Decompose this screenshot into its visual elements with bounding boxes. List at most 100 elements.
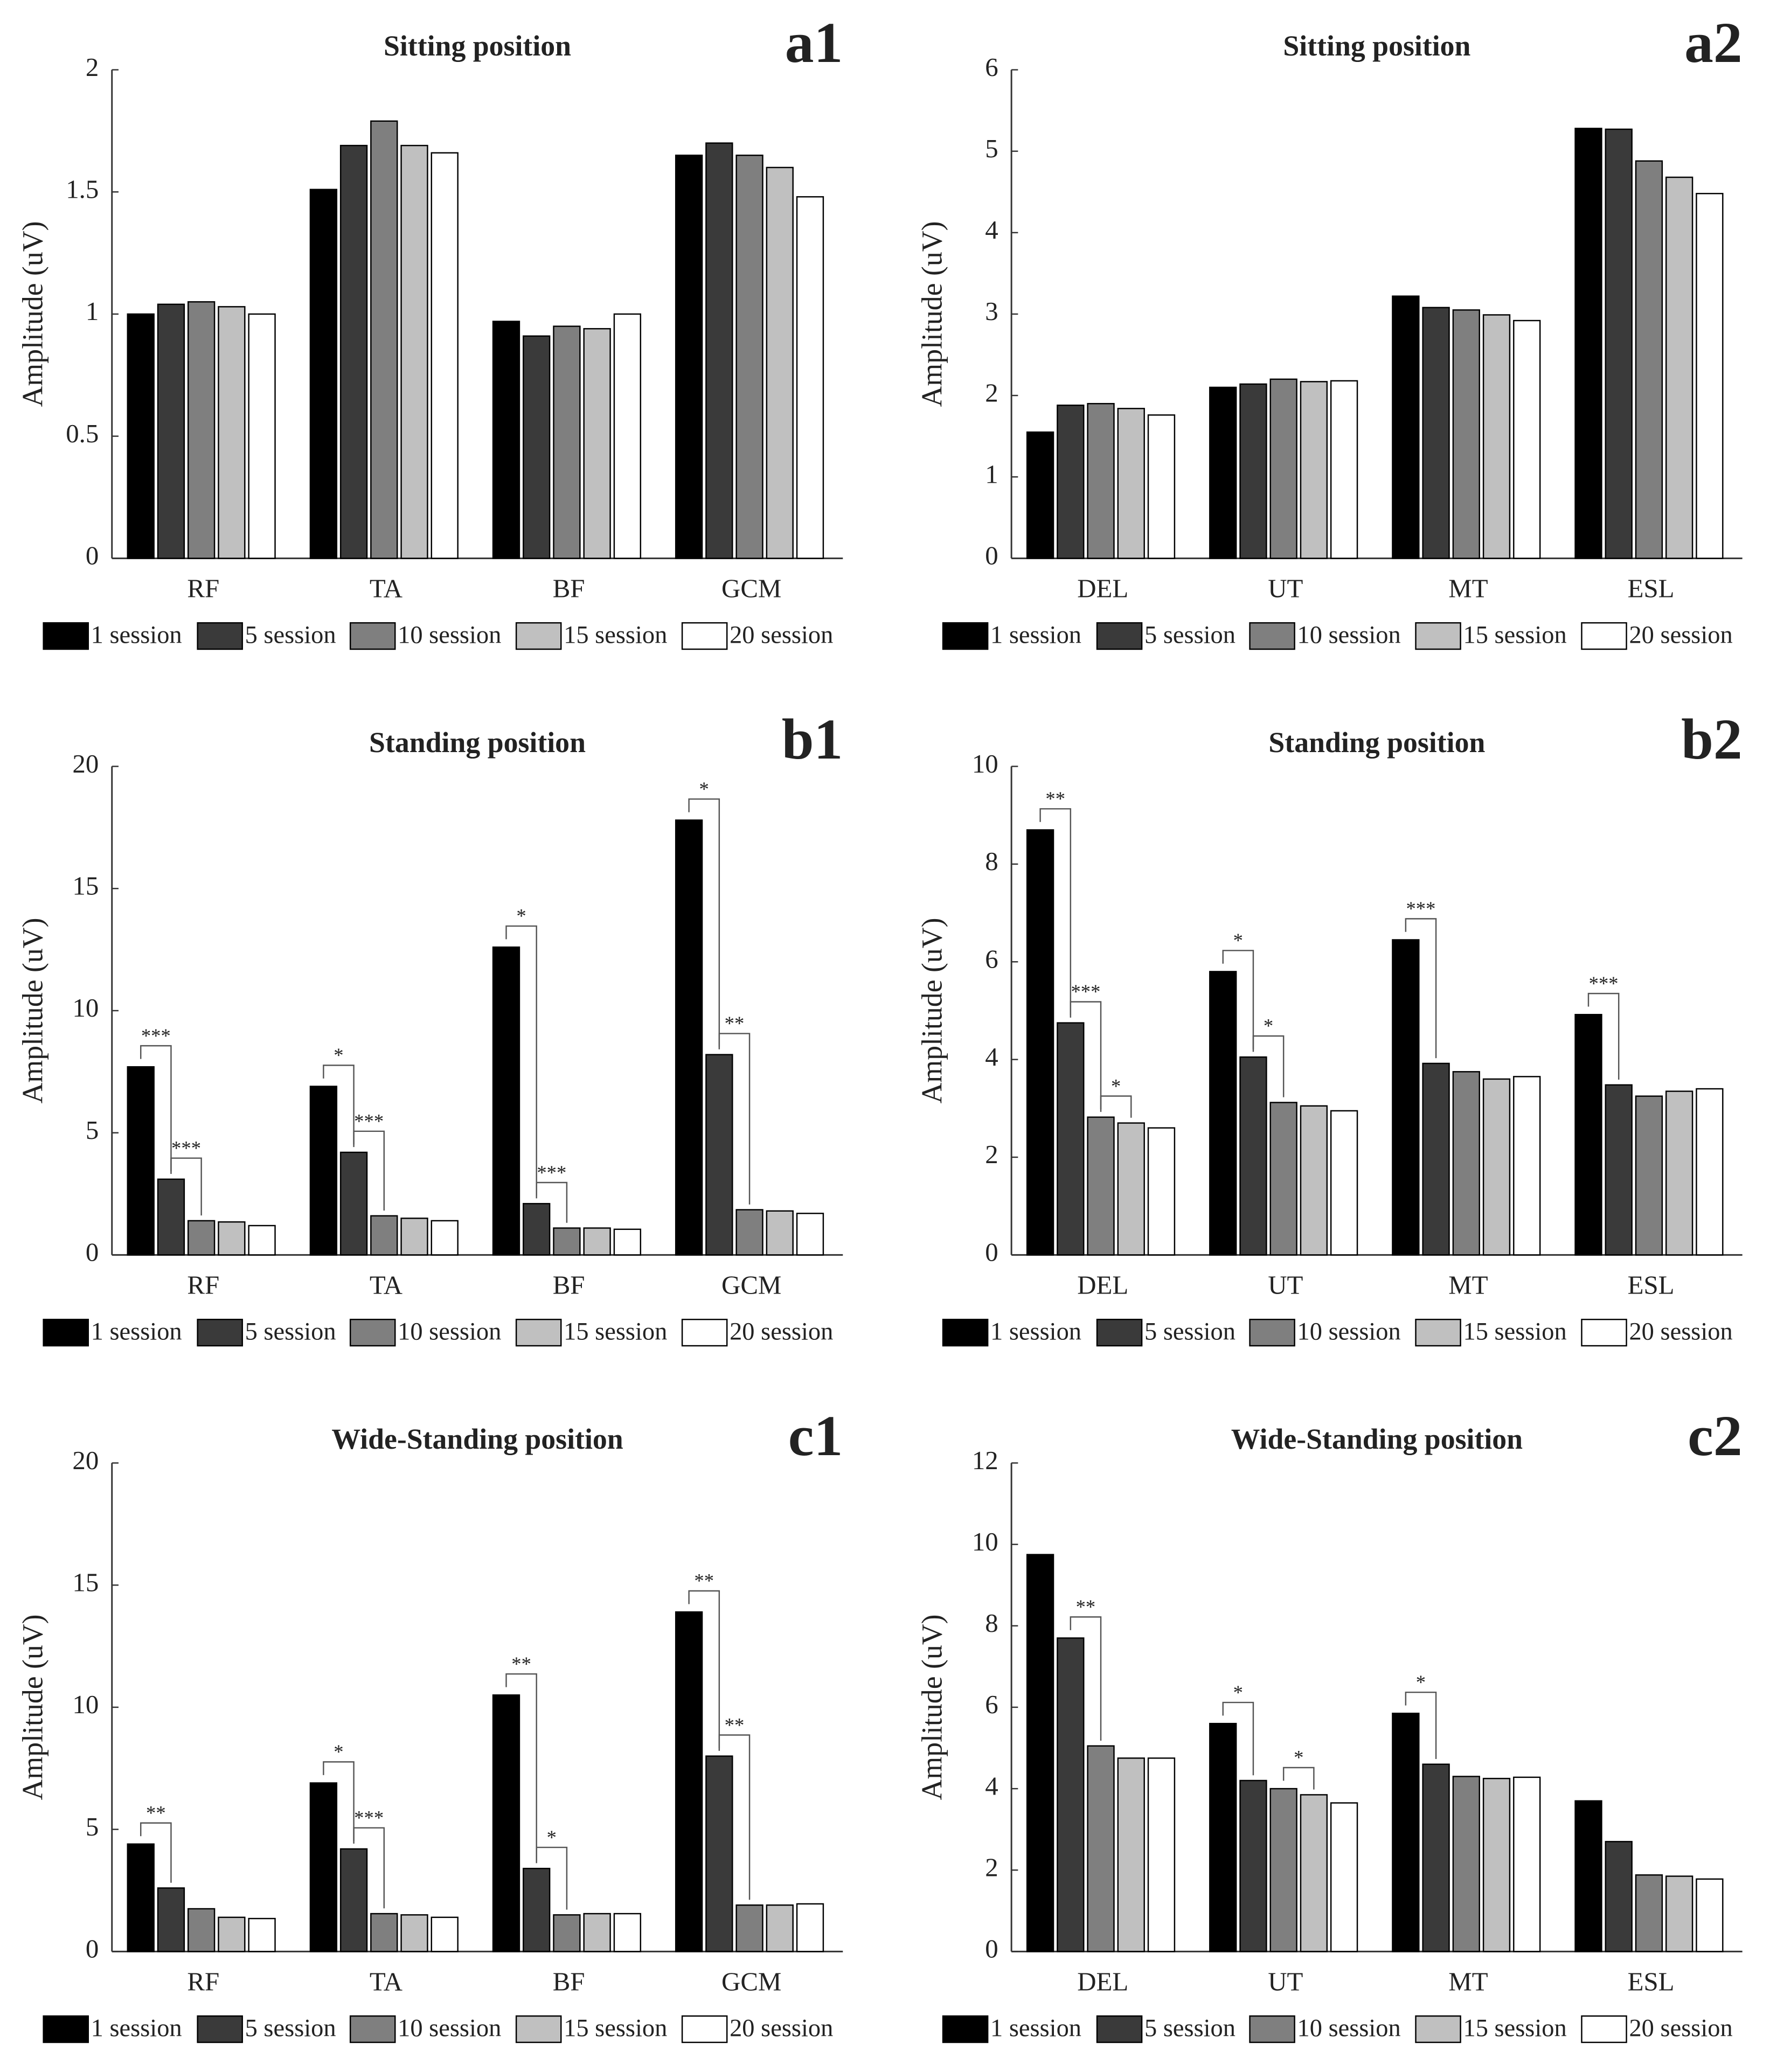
y-tick-label: 4 (985, 1042, 998, 1072)
bar (248, 1225, 276, 1256)
bar (705, 142, 733, 559)
bar (1330, 1802, 1358, 1952)
y-axis-label: Amplitude (uV) (916, 221, 948, 407)
bar (1026, 1554, 1054, 1952)
legend-swatch (515, 1318, 562, 1347)
bar (705, 1054, 733, 1256)
bar (1605, 1841, 1633, 1952)
legend-swatch (1581, 622, 1627, 650)
panel-label: b2 (1681, 707, 1743, 771)
significance-label: ** (511, 1653, 531, 1675)
bar (523, 1867, 551, 1952)
x-tick-label: RF (187, 1967, 219, 1997)
x-tick-label: TA (370, 574, 402, 603)
bar (309, 1086, 338, 1256)
significance-bracket (353, 1130, 385, 1211)
bar (1147, 414, 1176, 559)
legend-label: 10 session (1297, 2015, 1401, 2042)
bar (339, 1151, 368, 1256)
legend-label: 5 session (1144, 622, 1235, 649)
y-tick-label: 8 (985, 1608, 998, 1638)
y-tick-label: 10 (72, 993, 99, 1023)
y-tick-label: 0 (985, 1237, 998, 1267)
significance-label: * (1233, 1681, 1243, 1704)
y-tick-label: 1 (86, 296, 99, 326)
y-tick-label: 20 (72, 1445, 99, 1475)
legend-swatch (942, 2015, 989, 2043)
bar (1300, 1794, 1328, 1952)
bar (766, 1904, 794, 1952)
x-tick-label: ESL (1628, 1967, 1675, 1997)
bar (218, 1221, 246, 1256)
bar (613, 1913, 642, 1952)
bar (1117, 1757, 1145, 1952)
significance-label: *** (1071, 981, 1100, 1003)
x-tick-label: UT (1268, 574, 1303, 603)
legend-swatch (515, 622, 562, 650)
bar (1117, 1122, 1145, 1256)
significance-label: * (1416, 1671, 1426, 1693)
significance-bracket (1405, 918, 1437, 1059)
bar (553, 1227, 581, 1256)
bar (1513, 1076, 1541, 1256)
bar (1239, 1056, 1267, 1256)
legend-label: 1 session (91, 2015, 182, 2042)
x-tick-label: UT (1268, 1967, 1303, 1997)
significance-bracket (688, 1590, 720, 1751)
y-tick-label: 15 (72, 871, 99, 900)
chart-title: Wide-Standing position (331, 1423, 623, 1455)
bar (339, 1848, 368, 1952)
bar (1574, 1800, 1602, 1952)
y-tick-label: 0.5 (66, 419, 99, 448)
bar (157, 303, 185, 559)
bar (523, 335, 551, 559)
y-tick-label: 0 (86, 1934, 99, 1964)
bar (1635, 160, 1663, 559)
significance-bracket (718, 1033, 751, 1205)
bar (1117, 408, 1145, 559)
bar (675, 1611, 703, 1952)
significance-bracket (536, 1846, 568, 1910)
significance-label: * (334, 1741, 343, 1763)
bar (735, 1904, 763, 1952)
legend-label: 10 session (398, 1318, 501, 1346)
significance-bracket (1405, 1691, 1437, 1759)
x-tick-label: DEL (1077, 1967, 1128, 1997)
y-tick-label: 5 (86, 1812, 99, 1841)
bar (370, 120, 398, 559)
bar (1209, 971, 1237, 1256)
legend-swatch (43, 2015, 89, 2043)
legend-swatch (1415, 2015, 1461, 2043)
bar (523, 1202, 551, 1256)
x-tick-label: DEL (1077, 574, 1128, 603)
y-tick-label: 1 (985, 459, 998, 489)
significance-bracket (505, 1673, 537, 1864)
y-tick-label: 15 (72, 1567, 99, 1597)
y-axis-label: Amplitude (uV) (916, 917, 948, 1103)
legend-swatch (197, 1318, 243, 1347)
y-tick-label: 0 (985, 541, 998, 571)
panel-label: a2 (1684, 11, 1743, 75)
x-tick-label: RF (187, 1270, 219, 1300)
significance-label: * (1294, 1747, 1303, 1769)
legend-label: 15 session (1463, 622, 1567, 649)
bar (1330, 380, 1358, 559)
bar (248, 1917, 276, 1952)
significance-label: * (334, 1044, 343, 1066)
legend-swatch (349, 2015, 396, 2043)
x-tick-label: BF (553, 1967, 585, 1997)
bar (309, 189, 338, 559)
legend-label: 15 session (564, 622, 667, 649)
legend-swatch (1249, 1318, 1295, 1347)
y-tick-label: 6 (985, 1689, 998, 1719)
significance-label: ** (725, 1012, 745, 1034)
bar (1605, 128, 1633, 559)
y-tick-label: 6 (985, 944, 998, 974)
x-tick-label: MT (1448, 1967, 1488, 1997)
bar (1635, 1095, 1663, 1256)
bar (1482, 1777, 1511, 1952)
significance-label: * (547, 1826, 557, 1848)
x-tick-label: DEL (1077, 1270, 1128, 1300)
bar (735, 155, 763, 559)
significance-bracket (1039, 808, 1072, 1018)
